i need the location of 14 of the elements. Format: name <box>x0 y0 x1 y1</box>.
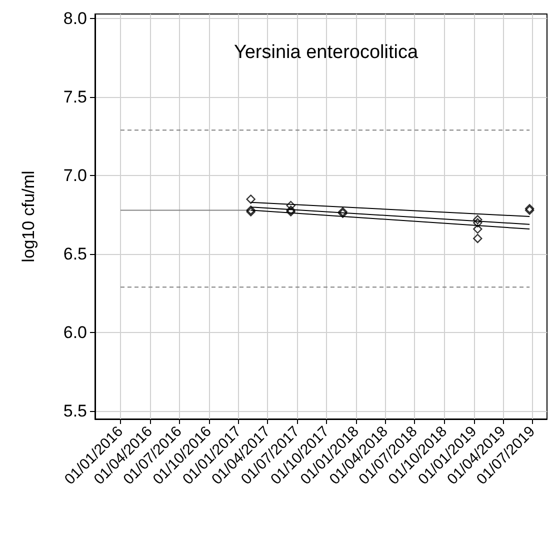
point <box>473 224 482 234</box>
y-axis-title: log10 cfu/ml <box>19 170 38 262</box>
text: Yersinia enterocolitica <box>234 42 418 63</box>
point <box>473 234 482 244</box>
point <box>246 194 256 204</box>
point <box>473 218 482 228</box>
point <box>286 200 296 210</box>
point <box>473 215 482 224</box>
y-tick-label: 5.5 <box>63 402 87 421</box>
y-tick-label: 7.5 <box>63 88 87 107</box>
y-tick-label: 7.0 <box>63 166 87 186</box>
y-tick-label: 6.5 <box>63 244 87 264</box>
y-tick-label: 8.0 <box>63 9 87 28</box>
y-tick-label: 6.0 <box>63 323 87 342</box>
